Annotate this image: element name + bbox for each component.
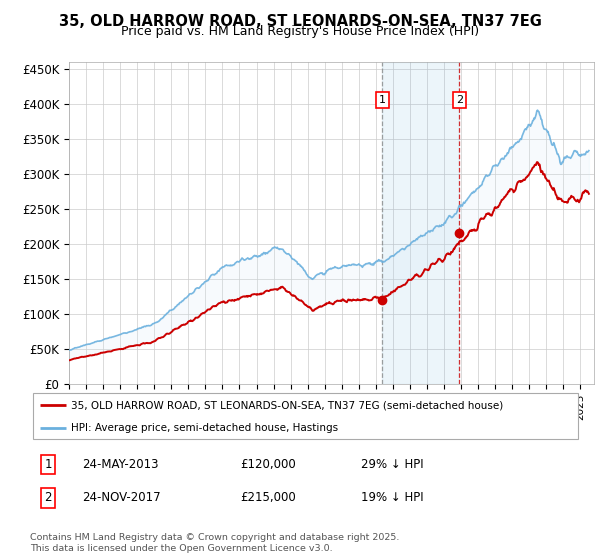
Text: Price paid vs. HM Land Registry's House Price Index (HPI): Price paid vs. HM Land Registry's House … [121,25,479,38]
Bar [382,62,460,384]
Text: 1: 1 [44,458,52,471]
Text: 35, OLD HARROW ROAD, ST LEONARDS-ON-SEA, TN37 7EG: 35, OLD HARROW ROAD, ST LEONARDS-ON-SEA,… [59,14,541,29]
Text: 35, OLD HARROW ROAD, ST LEONARDS-ON-SEA, TN37 7EG (semi-detached house): 35, OLD HARROW ROAD, ST LEONARDS-ON-SEA,… [71,400,503,410]
Text: £120,000: £120,000 [240,458,296,471]
FancyBboxPatch shape [33,393,578,438]
Text: 24-MAY-2013: 24-MAY-2013 [82,458,159,471]
Text: 1: 1 [379,95,386,105]
Text: 29% ↓ HPI: 29% ↓ HPI [361,458,424,471]
Text: HPI: Average price, semi-detached house, Hastings: HPI: Average price, semi-detached house,… [71,423,338,433]
Text: Contains HM Land Registry data © Crown copyright and database right 2025.
This d: Contains HM Land Registry data © Crown c… [30,533,400,553]
Text: 2: 2 [44,491,52,504]
Text: £215,000: £215,000 [240,491,296,504]
Text: 19% ↓ HPI: 19% ↓ HPI [361,491,424,504]
Text: 2: 2 [456,95,463,105]
Text: 24-NOV-2017: 24-NOV-2017 [82,491,161,504]
